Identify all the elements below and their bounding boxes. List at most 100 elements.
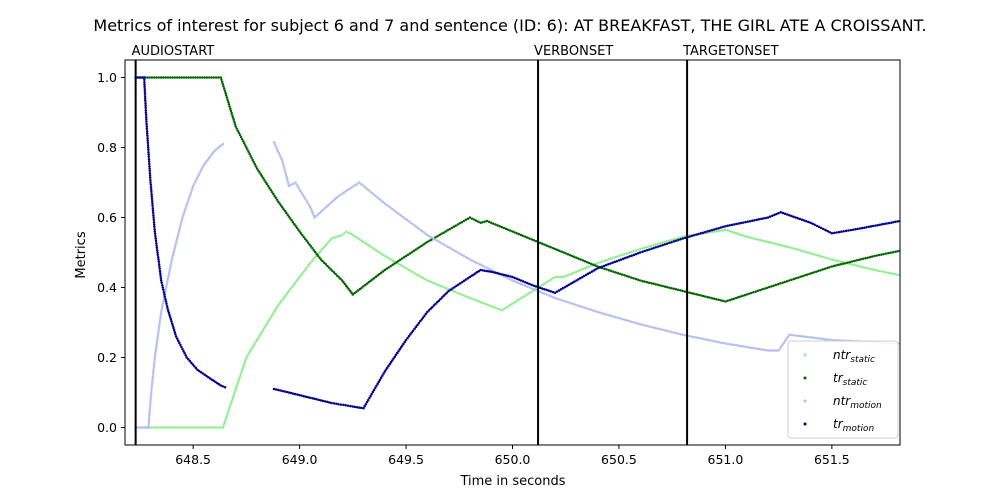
data-point [260,175,264,178]
data-point [375,384,378,388]
data-point [506,274,510,278]
data-point [504,274,508,277]
data-point [324,263,328,266]
data-point [142,76,146,79]
data-point [545,288,548,292]
data-point [271,313,274,316]
data-point [817,225,821,229]
data-point [679,237,682,241]
data-point [147,416,151,420]
data-point [171,76,174,79]
data-point [233,120,236,124]
data-point [246,148,249,151]
data-point [650,325,653,329]
data-point [140,426,144,429]
data-point [781,343,784,346]
data-point [728,224,732,227]
data-point [506,305,510,308]
data-point [775,349,778,352]
data-point [161,426,165,429]
data-point [710,296,714,300]
data-point [421,316,425,319]
data-point [323,207,326,210]
data-point [164,76,167,79]
data-point [530,290,533,294]
data-point [388,362,392,366]
data-point [159,310,163,314]
data-point [189,191,193,195]
data-point [148,414,151,418]
data-point [376,196,379,199]
data-point [389,258,393,261]
data-point [810,252,813,255]
data-point [438,233,441,237]
data-point [153,230,157,233]
data-point [466,217,470,220]
data-point [163,293,166,296]
data-point [496,224,499,227]
data-point [279,300,283,303]
data-point [494,223,497,226]
data-point [296,393,299,396]
data-point [889,251,892,254]
data-point [784,339,787,342]
data-point [462,294,465,297]
data-point [153,227,156,231]
data-point [513,276,516,280]
data-point [309,207,313,211]
data-point [697,293,700,297]
data-point [434,236,437,239]
data-point [762,348,765,352]
data-point [363,404,366,408]
data-point [385,255,389,259]
data-point [800,218,804,222]
data-point [717,298,720,302]
data-point [414,225,418,229]
data-point [153,225,156,229]
data-point [530,238,533,241]
data-point [659,284,662,287]
data-point [321,259,324,263]
data-point [577,257,580,260]
data-point [290,219,293,222]
data-point [896,249,899,253]
data-point [169,262,173,266]
data-point [477,300,480,303]
data-point [832,264,836,268]
data-point [887,251,890,255]
data-point [345,230,348,233]
data-point [563,285,567,289]
data-point [813,223,817,227]
data-point [412,249,416,253]
data-point [399,264,403,267]
data-point [176,236,179,239]
data-point [277,303,280,307]
data-point [308,243,311,246]
data-point [397,349,400,353]
data-point [626,255,629,259]
y-tick-label: 0.2 [97,350,117,365]
data-point [758,288,762,292]
data-point [295,280,298,283]
data-point [235,384,239,388]
data-point [234,125,237,128]
data-point [147,153,150,156]
data-point [219,384,223,387]
data-point [382,372,385,375]
data-point [168,76,172,79]
data-point [370,246,373,249]
x-tick-label: 649.5 [388,452,424,467]
data-point [864,256,867,260]
data-point [630,276,633,279]
data-point [265,182,269,186]
data-point [173,330,177,334]
data-point [567,283,570,287]
data-point [486,267,490,270]
data-point [376,274,379,277]
data-point [212,76,216,79]
data-point [549,245,553,249]
data-point [147,157,151,161]
event-label: TARGETONSET [682,44,779,59]
data-point [194,76,197,79]
data-point [147,150,150,154]
